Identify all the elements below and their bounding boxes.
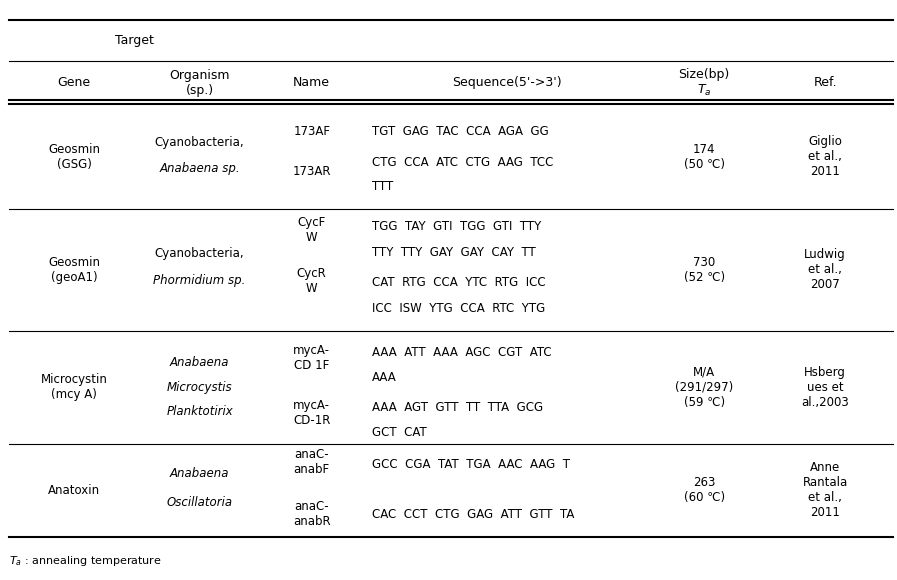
Text: TTY  TTY  GAY  GAY  CAY  TT: TTY TTY GAY GAY CAY TT [372, 246, 536, 259]
Text: Anabaena: Anabaena [170, 356, 230, 369]
Text: AAA: AAA [372, 371, 397, 384]
Text: Cyanobacteria,: Cyanobacteria, [155, 136, 244, 148]
Text: GCC  CGA  TAT  TGA  AAC  AAG  T: GCC CGA TAT TGA AAC AAG T [372, 458, 570, 470]
Text: CTG  CCA  ATC  CTG  AAG  TCC: CTG CCA ATC CTG AAG TCC [372, 156, 553, 169]
Text: Geosmin
(geoA1): Geosmin (geoA1) [48, 256, 100, 284]
Text: Oscillatoria: Oscillatoria [167, 496, 232, 509]
Text: 174
(50 ℃): 174 (50 ℃) [684, 143, 725, 171]
Text: TGG  TAY  GTI  TGG  GTI  TTY: TGG TAY GTI TGG GTI TTY [372, 220, 542, 233]
Text: anaC-
anabF: anaC- anabF [293, 448, 330, 476]
Text: AAA  AGT  GTT  TT  TTA  GCG: AAA AGT GTT TT TTA GCG [372, 401, 544, 414]
Text: 730
(52 ℃): 730 (52 ℃) [684, 256, 725, 284]
Text: CAC  CCT  CTG  GAG  ATT  GTT  TA: CAC CCT CTG GAG ATT GTT TA [372, 508, 575, 521]
Text: Anatoxin: Anatoxin [48, 484, 100, 496]
Text: CAT  RTG  CCA  YTC  RTG  ICC: CAT RTG CCA YTC RTG ICC [372, 276, 546, 289]
Text: TGT  GAG  TAC  CCA  AGA  GG: TGT GAG TAC CCA AGA GG [372, 125, 549, 138]
Text: 173AF: 173AF [293, 125, 330, 138]
Text: ICC  ISW  YTG  CCA  RTC  YTG: ICC ISW YTG CCA RTC YTG [372, 302, 545, 315]
Text: 263
(60 ℃): 263 (60 ℃) [684, 476, 725, 504]
Text: GCT  CAT: GCT CAT [372, 426, 427, 439]
Text: mycA-
CD-1R: mycA- CD-1R [293, 399, 330, 427]
Text: Gene: Gene [57, 76, 91, 89]
Text: Phormidium sp.: Phormidium sp. [153, 274, 246, 287]
Text: M/A
(291/297)
(59 ℃): M/A (291/297) (59 ℃) [675, 365, 733, 409]
Text: Geosmin
(GSG): Geosmin (GSG) [48, 143, 100, 171]
Text: Sequence(5'->3'): Sequence(5'->3') [452, 76, 562, 89]
Text: TTT: TTT [372, 180, 394, 193]
Text: Cyanobacteria,: Cyanobacteria, [155, 247, 244, 260]
Text: mycA-
CD 1F: mycA- CD 1F [293, 344, 330, 372]
Text: Microcystin
(mcy A): Microcystin (mcy A) [40, 373, 108, 401]
Text: 173AR: 173AR [292, 165, 331, 177]
Text: Microcystis: Microcystis [167, 380, 232, 394]
Text: AAA  ATT  AAA  AGC  CGT  ATC: AAA ATT AAA AGC CGT ATC [372, 346, 552, 359]
Text: CycF
W: CycF W [298, 216, 326, 244]
Text: Ref.: Ref. [814, 76, 837, 89]
Text: Anabaena sp.: Anabaena sp. [160, 162, 239, 175]
Text: Giglio
et al.,
2011: Giglio et al., 2011 [808, 135, 842, 178]
Text: CycR
W: CycR W [297, 267, 327, 295]
Text: Anne
Rantala
et al.,
2011: Anne Rantala et al., 2011 [803, 461, 848, 519]
Text: Size(bp)
$T_a$: Size(bp) $T_a$ [678, 67, 730, 98]
Text: $T_a$ : annealing temperature: $T_a$ : annealing temperature [9, 554, 161, 568]
Text: Ludwig
et al.,
2007: Ludwig et al., 2007 [805, 248, 846, 291]
Text: Hsberg
ues et
al.,2003: Hsberg ues et al.,2003 [801, 365, 849, 409]
Text: Name: Name [293, 76, 330, 89]
Text: anaC-
anabR: anaC- anabR [293, 501, 330, 528]
Text: Anabaena: Anabaena [170, 467, 230, 480]
Text: Target: Target [115, 34, 154, 47]
Text: Planktotirix: Planktotirix [166, 405, 233, 418]
Text: Organism
(sp.): Organism (sp.) [170, 68, 230, 97]
